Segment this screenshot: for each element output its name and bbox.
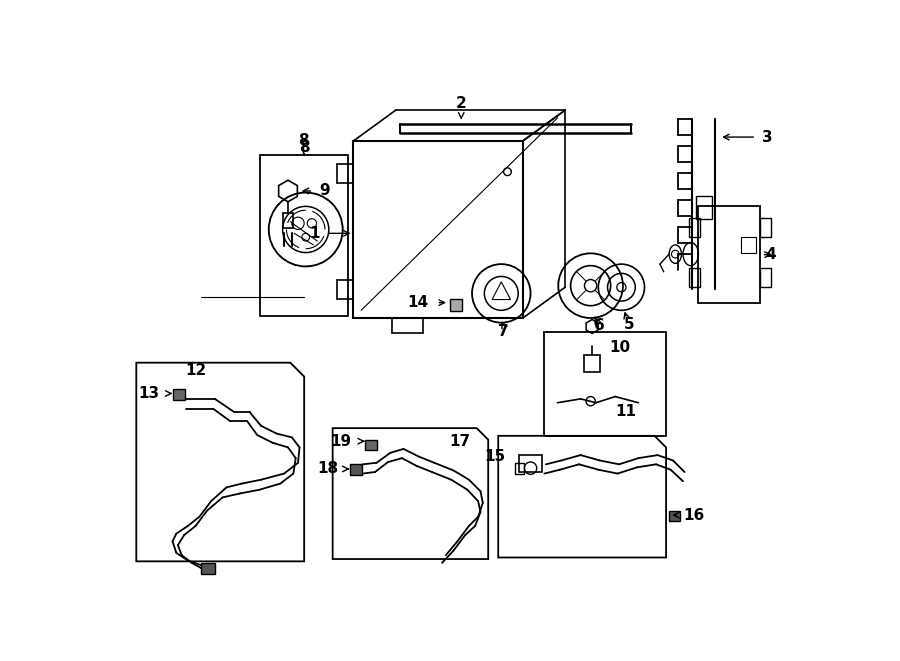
Text: 19: 19 bbox=[331, 434, 352, 449]
Text: 4: 4 bbox=[765, 247, 776, 262]
Text: 15: 15 bbox=[485, 449, 506, 464]
Bar bbox=[741, 237, 756, 253]
Text: 11: 11 bbox=[616, 405, 636, 420]
Text: 9: 9 bbox=[319, 184, 329, 198]
Text: 18: 18 bbox=[317, 461, 338, 477]
Bar bbox=[760, 268, 770, 288]
Bar bbox=[696, 196, 712, 219]
Text: 1: 1 bbox=[310, 226, 320, 241]
Bar bbox=[365, 440, 376, 450]
Text: 14: 14 bbox=[408, 295, 429, 310]
Text: 3: 3 bbox=[761, 130, 772, 145]
Text: 8: 8 bbox=[298, 134, 309, 149]
Text: 10: 10 bbox=[609, 340, 630, 355]
Bar bbox=[689, 268, 700, 288]
Bar bbox=[669, 510, 680, 522]
Text: 2: 2 bbox=[456, 97, 466, 112]
Bar bbox=[544, 332, 666, 436]
Bar bbox=[689, 218, 700, 237]
Text: 8: 8 bbox=[299, 139, 310, 155]
Text: 12: 12 bbox=[185, 363, 207, 378]
Bar bbox=[515, 463, 525, 473]
Text: 5: 5 bbox=[624, 317, 634, 332]
Bar bbox=[450, 299, 462, 311]
Text: 6: 6 bbox=[595, 318, 605, 333]
Bar bbox=[698, 206, 760, 303]
Text: 7: 7 bbox=[499, 325, 508, 339]
Text: 17: 17 bbox=[450, 434, 471, 449]
Bar bbox=[519, 455, 542, 472]
Bar bbox=[760, 218, 770, 237]
Bar bbox=[201, 563, 215, 574]
Bar bbox=[584, 355, 599, 372]
Bar bbox=[349, 464, 362, 475]
Text: 16: 16 bbox=[683, 508, 705, 523]
Bar bbox=[259, 155, 348, 317]
Bar bbox=[173, 389, 184, 400]
Text: 13: 13 bbox=[139, 386, 159, 401]
